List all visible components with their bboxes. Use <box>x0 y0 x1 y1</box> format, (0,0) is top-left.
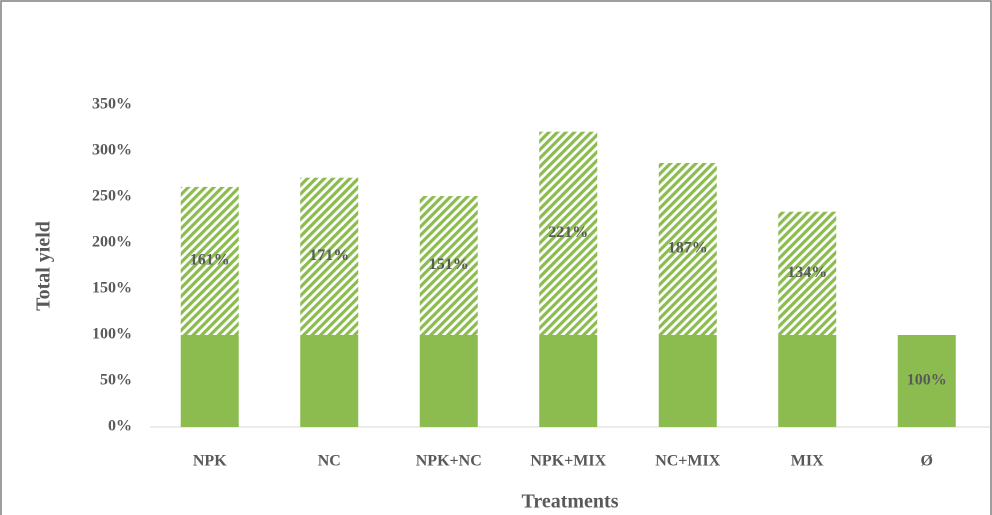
data-label: 221% <box>548 224 588 241</box>
bar-segment <box>897 335 956 427</box>
x-tick-label: NC+MIX <box>655 453 721 470</box>
bar-segment <box>539 131 598 335</box>
x-tick-label: NC <box>318 453 341 470</box>
y-tick-label: 150% <box>92 280 132 297</box>
bar-segment <box>419 196 478 335</box>
y-tick-label: 200% <box>92 234 132 251</box>
data-label: 171% <box>309 247 349 264</box>
bar-segment <box>300 335 359 427</box>
data-label: 134% <box>787 264 827 281</box>
bar-segment <box>539 335 598 427</box>
data-label: 161% <box>190 252 230 269</box>
x-tick-label: NPK <box>193 453 227 470</box>
y-tick-label: 300% <box>92 142 132 159</box>
bar-segment <box>180 335 239 427</box>
x-tick-label: NPK+NC <box>416 453 482 470</box>
y-tick-label: 50% <box>100 372 132 389</box>
bar-segment <box>658 335 717 427</box>
bar-segment <box>778 335 837 427</box>
x-axis-title: Treatments <box>521 491 618 513</box>
y-tick-label: 100% <box>92 326 132 343</box>
bar-segment <box>180 186 239 335</box>
bar-segment <box>300 177 359 335</box>
x-tick-label: Ø <box>921 453 933 470</box>
x-tick-label: NPK+MIX <box>530 453 606 470</box>
data-label: 151% <box>429 256 469 273</box>
data-label: 187% <box>668 240 708 257</box>
data-label: 100% <box>907 372 947 389</box>
bar-segment <box>778 211 837 335</box>
y-axis-title: Total yield <box>33 221 55 311</box>
y-tick-label: 350% <box>92 96 132 113</box>
bar-segment <box>658 162 717 335</box>
bar-segment <box>419 335 478 427</box>
x-tick-label: MIX <box>791 453 824 470</box>
y-tick-label: 250% <box>92 188 132 205</box>
y-tick-label: 0% <box>108 418 132 435</box>
